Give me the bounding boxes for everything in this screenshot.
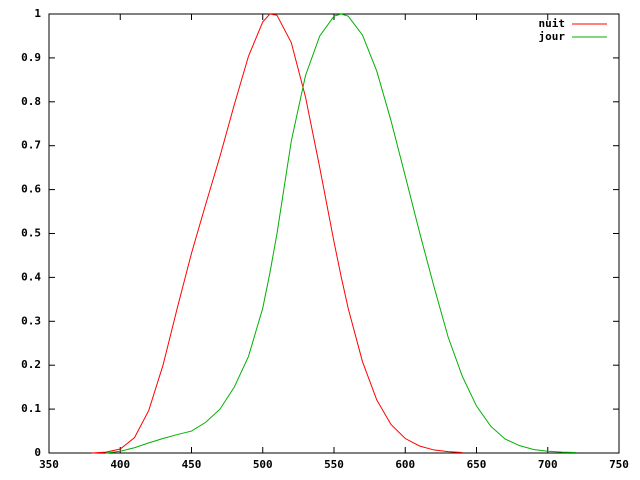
y-tick-label: 0.8 [21,95,41,108]
x-tick-label: 750 [609,458,629,471]
plot-border [48,13,620,454]
line-series [91,13,463,454]
y-tick-label: 0.4 [21,270,41,283]
x-tick-label: 600 [395,458,415,471]
y-tick-label: 0.6 [21,183,41,196]
legend-label: nuit [539,17,566,30]
x-tick-label: 500 [253,458,273,471]
y-tick-label: 0.2 [21,358,41,371]
x-tick-label: 550 [324,458,344,471]
x-tick-label: 700 [538,458,558,471]
line-series [105,13,577,454]
y-tick-label: 0.3 [21,314,41,327]
y-tick-label: 0.9 [21,51,41,64]
x-tick-label: 400 [110,458,130,471]
x-tick-label: 650 [467,458,487,471]
x-tick-label: 450 [182,458,202,471]
x-tick-label: 350 [39,458,59,471]
y-tick-label: 1 [34,7,41,20]
y-tick-label: 0.5 [21,227,41,240]
y-tick-label: 0.1 [21,402,41,415]
y-tick-label: 0.7 [21,139,41,152]
y-tick-label: 0 [34,446,41,459]
legend-label: jour [539,30,566,43]
